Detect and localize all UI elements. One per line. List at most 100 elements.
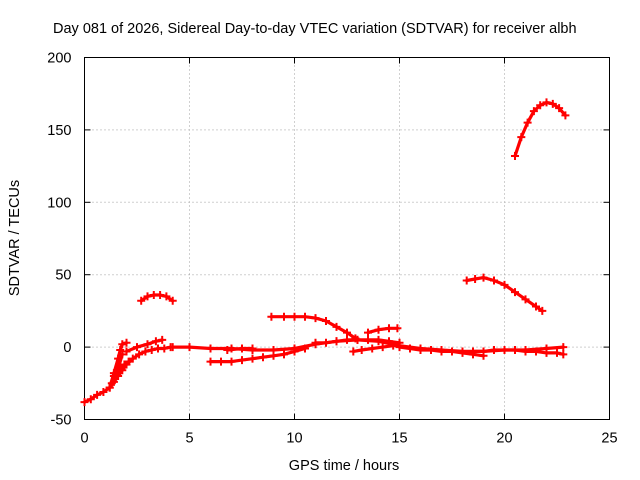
data-point [521,347,530,356]
data-point [500,280,509,289]
series-s9 [223,344,257,354]
data-point [559,343,568,352]
data-point [267,312,276,321]
series-s6 [137,290,177,305]
data-point [462,276,471,285]
data-point [471,275,480,284]
data-point [353,335,362,344]
data-point [349,347,358,356]
data-point [80,398,89,407]
data-point [311,338,320,347]
data-point [301,344,309,353]
data-point [99,387,108,396]
data-point [168,343,177,352]
data-point [280,350,288,359]
series-s4 [109,350,127,381]
data-point [343,335,351,344]
data-point [118,340,127,349]
data-point [500,345,509,354]
x-tick-label: 10 [286,431,302,447]
data-point [479,273,488,282]
y-axis-label: SDTVAR / TECUs [7,180,23,296]
data-point [548,99,557,108]
data-point [280,312,288,321]
y-tick-label: 100 [47,195,71,211]
x-axis-label: GPS time / hours [289,458,399,474]
data-point [133,343,141,352]
data-point [542,98,551,107]
data-point [469,347,477,356]
series-s16 [462,273,547,315]
data-point [511,151,519,160]
data-point [536,101,545,110]
data-point [427,345,435,354]
data-point [238,356,246,365]
data-point [269,351,278,360]
data-point [156,290,165,299]
data-point [364,335,372,344]
series-s15 [469,345,568,359]
data-point [290,347,299,356]
data-point [374,325,383,334]
data-series [80,98,570,407]
data-point [553,348,561,357]
data-point [521,295,530,304]
data-point [490,276,498,285]
data-point [185,343,194,352]
data-point [93,390,102,399]
series-s5 [122,335,167,356]
data-point [122,338,131,347]
data-point [248,354,257,363]
data-point [227,357,236,366]
data-point [141,347,150,356]
data-point [532,302,540,311]
data-point [357,345,366,354]
data-point [406,344,414,353]
data-point [343,328,351,337]
series-s13 [364,324,402,337]
data-point [238,344,246,353]
data-point [458,348,467,357]
data-point [511,345,519,354]
series-line [208,346,307,364]
data-point [206,357,215,366]
data-point [529,107,538,116]
series-s10 [267,312,360,343]
series-s14 [395,343,488,360]
data-point [135,350,144,359]
data-point [368,344,377,353]
data-point [248,344,257,353]
data-point [109,372,118,381]
data-point [168,296,177,305]
data-point [206,344,215,353]
data-point [393,324,402,333]
data-point [322,338,330,347]
data-point [137,296,146,305]
series-line [513,100,568,158]
series-s8 [206,344,309,366]
chart-title: Day 081 of 2026, Sidereal Day-to-day VTE… [53,21,577,37]
x-tick-label: 20 [496,431,512,447]
y-tick-label: 50 [55,268,71,284]
data-point [147,345,156,354]
axis-ticks [84,57,610,420]
plot-frame [84,57,610,420]
data-point [490,345,498,354]
data-point [378,343,387,352]
data-point [385,337,393,346]
data-point [120,360,129,369]
y-tick-label: 200 [47,51,71,67]
data-point [259,353,267,362]
data-point [116,345,125,354]
data-point [217,357,225,366]
data-point [437,347,446,356]
data-point [107,379,116,388]
data-point [332,337,341,346]
data-point [223,345,232,354]
data-point [301,312,309,321]
data-point [128,354,137,363]
data-point [385,324,393,333]
data-point [374,335,383,344]
data-point [523,118,532,127]
